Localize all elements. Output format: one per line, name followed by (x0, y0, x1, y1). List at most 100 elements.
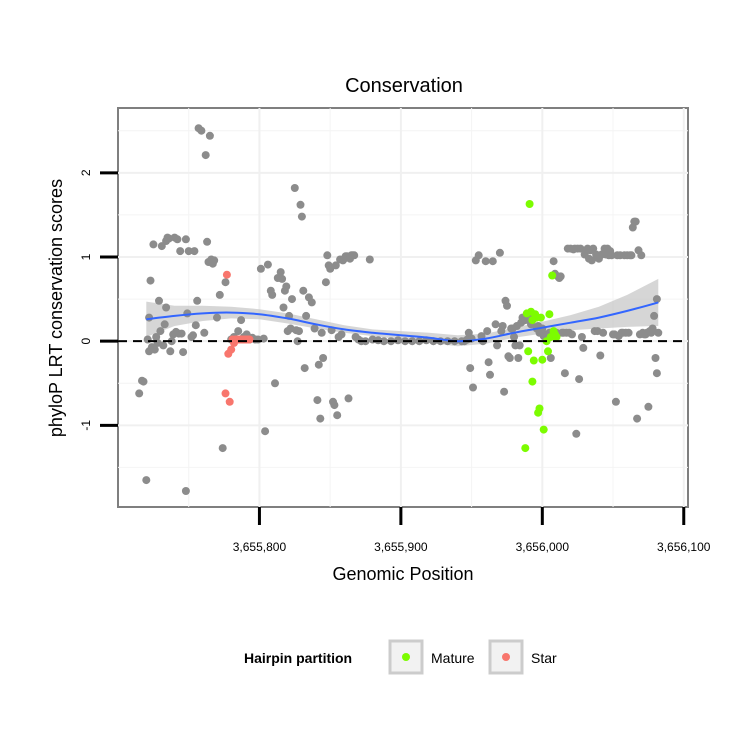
legend-label-mature: Mature (431, 650, 475, 666)
legend-swatch-mature (402, 653, 410, 661)
legend-swatch-star (502, 653, 510, 661)
point-other (176, 247, 185, 256)
point-other (365, 255, 374, 264)
point-other (234, 327, 243, 336)
point-other (637, 251, 646, 260)
point-star (222, 270, 231, 279)
point-other (279, 303, 288, 312)
point-mature (545, 310, 554, 319)
point-other (611, 397, 620, 406)
point-other (474, 251, 483, 260)
point-other (323, 251, 332, 260)
point-other (143, 335, 152, 344)
y-axis-title: phyloP LRT conservation scores (46, 179, 66, 437)
point-other (514, 354, 523, 362)
grid-lines (118, 108, 688, 507)
point-other (146, 276, 155, 285)
point-other (560, 369, 569, 378)
point-other (549, 257, 558, 266)
point-other (299, 286, 308, 295)
chart-title: Conservation (345, 75, 463, 97)
point-other (579, 343, 588, 352)
point-other (313, 396, 322, 405)
point-other (155, 296, 163, 305)
point-other (181, 235, 190, 244)
point-other (650, 311, 659, 320)
point-other (135, 389, 144, 398)
point-mature (548, 271, 557, 280)
point-other (350, 251, 359, 260)
point-other (491, 320, 500, 329)
point-other (162, 303, 171, 312)
point-other (495, 248, 504, 257)
point-other (331, 261, 340, 270)
smooth-line-layer (146, 301, 659, 343)
point-other (481, 257, 490, 266)
point-other (160, 320, 169, 329)
point-other (300, 364, 309, 373)
legend-label-star: Star (531, 650, 557, 666)
point-other (200, 328, 209, 337)
point-other (652, 369, 661, 378)
point-other (607, 251, 616, 260)
point-mature (552, 333, 561, 341)
point-mature (525, 200, 534, 208)
point-other (546, 354, 555, 362)
point-other (142, 476, 151, 485)
point-other (589, 244, 598, 253)
point-mature (535, 404, 544, 413)
point-other (201, 151, 210, 160)
point-other (498, 322, 507, 330)
point-other (505, 354, 514, 362)
point-other (379, 337, 388, 346)
y-tick-label: 1 (79, 253, 93, 260)
point-other (184, 247, 193, 256)
point-other (159, 341, 168, 350)
point-star (227, 345, 236, 354)
series-other (135, 124, 663, 495)
point-other (503, 301, 511, 310)
point-other (577, 333, 586, 341)
point-mature (536, 313, 545, 322)
point-mature (538, 355, 547, 364)
point-other (302, 311, 311, 320)
series-mature (521, 200, 561, 453)
point-mature (528, 377, 537, 386)
point-other (624, 328, 633, 337)
point-other (556, 272, 565, 281)
point-other (314, 360, 323, 369)
point-other (139, 377, 148, 386)
point-other (466, 364, 475, 373)
point-other (652, 295, 661, 304)
smooth-line (146, 301, 659, 343)
point-other (515, 341, 524, 350)
point-other (179, 348, 188, 357)
point-other (218, 444, 227, 453)
point-other (181, 487, 190, 495)
point-other (271, 379, 279, 388)
point-other (276, 268, 285, 277)
point-other (330, 401, 339, 410)
point-other (191, 321, 200, 330)
point-star (225, 397, 234, 406)
legend-title: Hairpin partition (244, 650, 352, 666)
point-other (307, 298, 316, 307)
point-other (213, 313, 221, 322)
point-other (568, 330, 576, 339)
point-other (156, 327, 165, 336)
x-axis-title: Genomic Position (332, 564, 473, 584)
point-other (197, 126, 206, 135)
point-other (631, 217, 640, 226)
point-other (510, 333, 518, 341)
legend-key-mature (388, 639, 424, 675)
point-other (321, 278, 330, 287)
point-other (263, 260, 272, 269)
point-other (173, 235, 182, 244)
point-other (500, 387, 509, 396)
point-mature (539, 425, 548, 434)
point-other (215, 290, 224, 299)
point-other (282, 282, 291, 291)
point-other (256, 264, 265, 273)
point-other (483, 327, 492, 336)
x-tick-label: 3,655,900 (374, 540, 428, 554)
